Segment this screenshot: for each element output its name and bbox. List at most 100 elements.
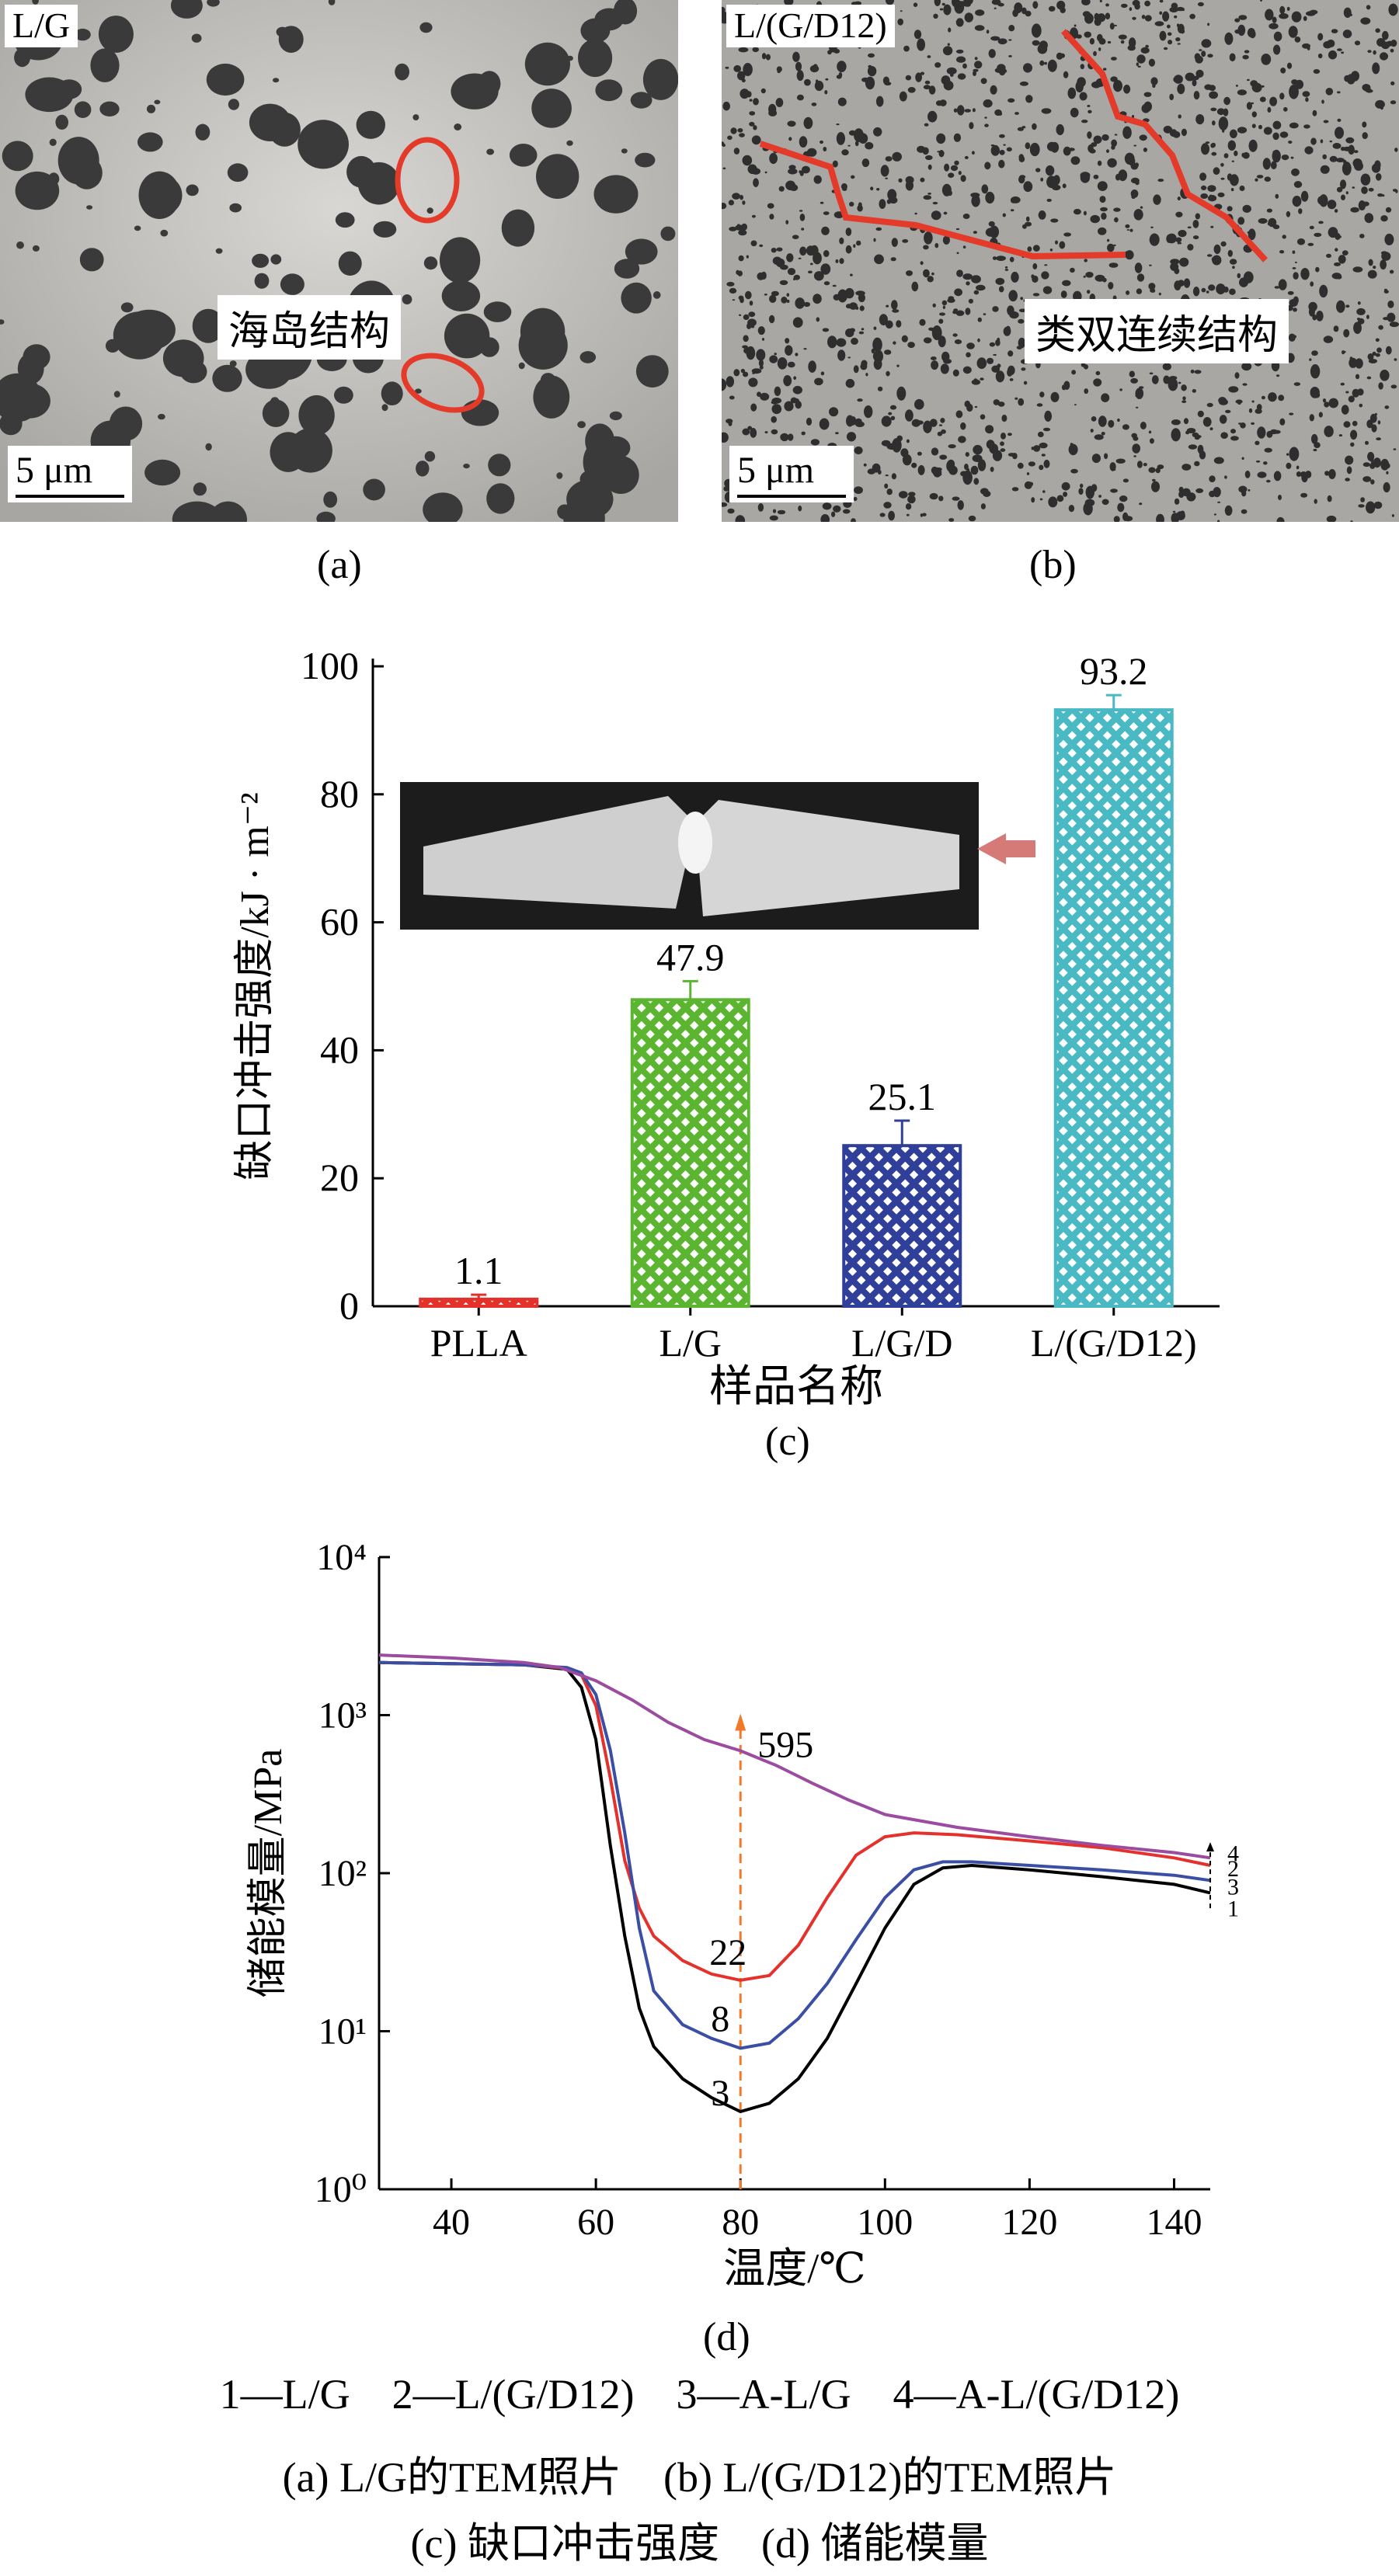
network-speck [941, 429, 946, 434]
network-speck [873, 349, 883, 363]
network-speck [1234, 372, 1240, 379]
network-speck [851, 518, 856, 522]
network-speck [769, 355, 778, 363]
network-speck [1222, 127, 1227, 129]
network-speck [1345, 137, 1355, 144]
network-speck [881, 440, 891, 447]
network-speck [853, 244, 856, 249]
network-speck [1132, 443, 1140, 454]
network-speck [1376, 38, 1386, 47]
network-speck [799, 210, 803, 212]
network-speck [1248, 488, 1251, 492]
network-speck [977, 338, 980, 342]
network-speck [957, 1, 967, 7]
network-speck [845, 378, 855, 388]
network-speck [975, 9, 985, 16]
network-speck [947, 43, 950, 46]
network-speck [962, 63, 967, 69]
droplet [642, 58, 678, 100]
network-speck [1183, 418, 1189, 425]
droplet [120, 302, 134, 313]
network-speck [771, 398, 782, 404]
network-speck [1359, 234, 1365, 238]
network-speck [1312, 110, 1317, 116]
network-speck [1107, 238, 1110, 242]
droplet [215, 248, 223, 254]
network-speck [955, 18, 964, 27]
network-speck [1323, 120, 1329, 123]
network-speck [1122, 424, 1129, 430]
network-speck [1375, 99, 1385, 109]
network-speck [1091, 454, 1101, 464]
network-speck [1343, 7, 1352, 18]
network-speck [1063, 71, 1069, 78]
network-speck [781, 296, 788, 304]
network-speck [1313, 69, 1321, 74]
network-speck [980, 503, 986, 509]
network-speck [1390, 81, 1395, 85]
network-speck [775, 98, 784, 107]
network-speck [1127, 44, 1136, 51]
network-speck [801, 228, 805, 231]
network-speck [1261, 54, 1272, 65]
network-speck [1117, 502, 1125, 513]
network-speck [948, 444, 956, 449]
network-speck [746, 322, 752, 329]
curve-label: 4 [1227, 1841, 1239, 1866]
network-speck [938, 318, 944, 324]
network-speck [1119, 388, 1122, 391]
network-speck [1212, 255, 1222, 266]
network-speck [1247, 231, 1253, 235]
network-speck [1342, 250, 1349, 256]
network-speck [725, 66, 729, 69]
droplet [323, 491, 338, 508]
network-speck [1373, 50, 1376, 55]
network-speck [1356, 163, 1362, 170]
network-speck [966, 342, 975, 349]
network-speck [1298, 208, 1303, 214]
data-label: 1.1 [454, 1249, 503, 1292]
network-speck [1255, 178, 1258, 182]
network-speck [931, 272, 934, 276]
network-speck [854, 141, 859, 147]
network-speck [957, 500, 964, 510]
network-speck [1351, 71, 1359, 82]
specimen-photo-inset [400, 782, 979, 930]
network-speck [1150, 77, 1158, 85]
sea-island-annotation: 海岛结构 [218, 295, 402, 360]
network-speck [1320, 139, 1324, 144]
network-speck [1079, 92, 1088, 101]
network-speck [1163, 375, 1170, 384]
network-speck [940, 418, 945, 423]
network-speck [1375, 28, 1380, 33]
network-speck [1257, 471, 1267, 478]
network-speck [1114, 134, 1118, 136]
bar-marks: 1.1 47.9 25.1 93.2 [419, 649, 1174, 1309]
network-speck [1338, 434, 1343, 437]
network-speck [923, 245, 929, 250]
network-speck [792, 317, 803, 329]
network-speck [845, 304, 852, 309]
network-speck [1235, 85, 1238, 87]
network-speck [955, 49, 964, 54]
network-speck [1272, 149, 1281, 163]
network-speck [1187, 244, 1194, 251]
y-tick-label: 100 [301, 644, 359, 687]
network-speck [1171, 513, 1180, 522]
network-speck [1383, 317, 1390, 321]
network-speck [1070, 267, 1075, 273]
network-speck [905, 176, 914, 184]
network-speck [1303, 124, 1310, 129]
droplet [412, 114, 419, 121]
network-speck [767, 203, 774, 209]
network-speck [1385, 207, 1392, 213]
network-speck [988, 221, 995, 227]
network-speck [941, 300, 948, 306]
network-speck [1255, 440, 1260, 446]
network-speck [1353, 322, 1362, 335]
network-speck [727, 508, 735, 514]
network-speck [861, 158, 870, 168]
network-speck [1192, 79, 1197, 87]
network-speck [751, 135, 761, 145]
network-speck [1143, 463, 1147, 467]
